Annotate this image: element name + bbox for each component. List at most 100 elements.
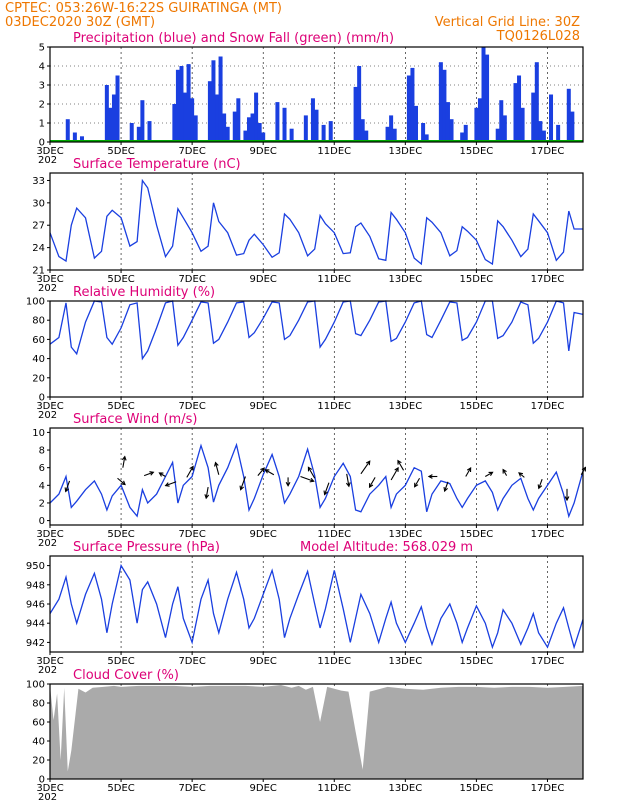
- precip-bar: [531, 92, 536, 142]
- precip-bar: [517, 75, 522, 142]
- panel-title: Cloud Cover (%): [73, 668, 179, 683]
- precip-bar: [218, 56, 223, 142]
- panel-frame: [49, 300, 584, 398]
- x-tick-label: 11DEC: [317, 401, 351, 412]
- precip-bar: [328, 121, 333, 142]
- precip-bar: [321, 124, 326, 142]
- x-tick-label: 3DEC: [36, 529, 63, 540]
- x-tick-label: 13DEC: [388, 401, 422, 412]
- y-tick-label: 60: [32, 718, 45, 729]
- precip-bar: [275, 102, 280, 142]
- wind-arrow-head: [368, 483, 374, 489]
- panel-wind: 0 2 4 6 8 10 3DEC 5DEC 7DEC 9DEC 11DEC 13DEC 15DEC 17…: [32, 412, 586, 549]
- wind-arrow: [324, 482, 330, 495]
- precip-bar: [360, 119, 365, 142]
- y-tick-label: 20: [32, 373, 45, 384]
- model-id: TQ0126L028: [496, 29, 580, 44]
- y-tick-label: 0: [39, 393, 45, 404]
- x-tick-label: 7DEC: [178, 146, 205, 157]
- panels: 0 1 2 3 4 5 3DEC 5DEC 7DEC 9DEC 11DEC 13DEC 15DEC 17D…: [26, 31, 586, 800]
- precip-bar: [140, 100, 145, 142]
- wind-arrow: [360, 460, 371, 475]
- wind-arrow-head: [309, 477, 315, 483]
- wind-arrow-head: [394, 466, 399, 472]
- precip-bar: [460, 132, 465, 142]
- wind-arrow-head: [537, 484, 543, 490]
- x-tick-label: 9DEC: [250, 146, 277, 157]
- wind-arrow-head: [64, 487, 70, 493]
- run-date: 03DEC2020 30Z (GMT): [5, 15, 155, 30]
- x-tick-label: 5DEC: [107, 274, 134, 285]
- wind-arrow: [502, 469, 508, 476]
- x-tick-label: 17DEC: [531, 529, 565, 540]
- y-tick-label: 100: [26, 680, 45, 691]
- precip-bar: [222, 113, 227, 142]
- wind-arrow: [122, 456, 126, 468]
- y-tick-label: 20: [32, 756, 45, 767]
- x-tick-label: 3DEC: [36, 401, 63, 412]
- y-tick-label: 2: [39, 498, 45, 509]
- precip-bar: [385, 126, 390, 142]
- precip-bar: [463, 124, 468, 142]
- y-tick-label: 0: [39, 138, 45, 149]
- precip-bar: [207, 81, 212, 142]
- wind-arrow-head: [466, 467, 472, 473]
- y-tick-label: 6: [39, 463, 45, 474]
- wind-arrow-head: [502, 468, 507, 474]
- wind-arrow-head: [427, 474, 433, 479]
- x-tick-label: 15DEC: [460, 529, 494, 540]
- precip-bar: [364, 130, 369, 142]
- rh-line: [49, 300, 584, 361]
- wind-arrow: [397, 460, 405, 471]
- precip-bar: [111, 94, 116, 142]
- panel-frame: [49, 683, 584, 780]
- cloud-area: [50, 684, 583, 779]
- x-tick-label: 13DEC: [388, 529, 422, 540]
- y-tick-label: 10: [32, 428, 45, 439]
- wind-arrow: [117, 477, 126, 485]
- precip-bar: [136, 126, 141, 142]
- wind-arrow: [369, 477, 376, 488]
- wind-arrow-head: [121, 455, 127, 461]
- wind-arrow: [65, 480, 71, 492]
- y-tick-label: 946: [26, 600, 45, 611]
- panel-precip: 0 1 2 3 4 5 3DEC 5DEC 7DEC 9DEC 11DEC 13DEC 15DEC 17D…: [36, 31, 584, 166]
- x-tick-label: 7DEC: [178, 656, 205, 667]
- precip-bar: [485, 54, 490, 142]
- x-tick-label: 7DEC: [178, 529, 205, 540]
- precip-bar: [357, 66, 362, 142]
- precip-bar: [215, 94, 220, 142]
- precip-bar: [186, 64, 191, 142]
- y-tick-label: 4: [39, 481, 45, 492]
- wind-arrow-head: [264, 469, 270, 474]
- precip-bar: [314, 109, 319, 142]
- y-tick-label: 944: [26, 619, 45, 630]
- precip-bar: [303, 115, 308, 142]
- y-tick-label: 948: [26, 580, 45, 591]
- y-tick-label: 950: [26, 561, 45, 572]
- x-tick-label: 5DEC: [107, 401, 134, 412]
- panel-cloud: 0 20 40 60 80 100 3DEC 5DEC 7DEC 9DEC 11DEC 13DEC 15…: [26, 668, 584, 800]
- wind-arrow-head: [488, 471, 494, 477]
- x-tick-label: 17DEC: [531, 656, 565, 667]
- precip-bar: [406, 75, 411, 142]
- x-tick-label: 3DEC: [36, 146, 63, 157]
- x-tick-label: 13DEC: [388, 274, 422, 285]
- precip-bar: [410, 67, 415, 142]
- x-start-cut-label: 202: [38, 410, 57, 421]
- wind-arrow: [240, 476, 246, 490]
- precip-bar: [65, 119, 70, 142]
- wind-arrow-head: [158, 472, 164, 477]
- panel-title: Surface Temperature (nC): [73, 157, 241, 172]
- x-tick-label: 3DEC: [36, 783, 63, 794]
- precip-bar: [570, 111, 575, 142]
- wind-arrow-head: [397, 459, 402, 465]
- precip-bar: [538, 121, 543, 142]
- y-tick-label: 942: [26, 638, 45, 649]
- precip-bar: [549, 94, 554, 142]
- wind-arrow: [165, 481, 177, 487]
- panel-title: Surface Pressure (hPa): [73, 540, 220, 555]
- x-tick-label: 11DEC: [317, 529, 351, 540]
- x-tick-label: 5DEC: [107, 783, 134, 794]
- x-tick-label: 5DEC: [107, 146, 134, 157]
